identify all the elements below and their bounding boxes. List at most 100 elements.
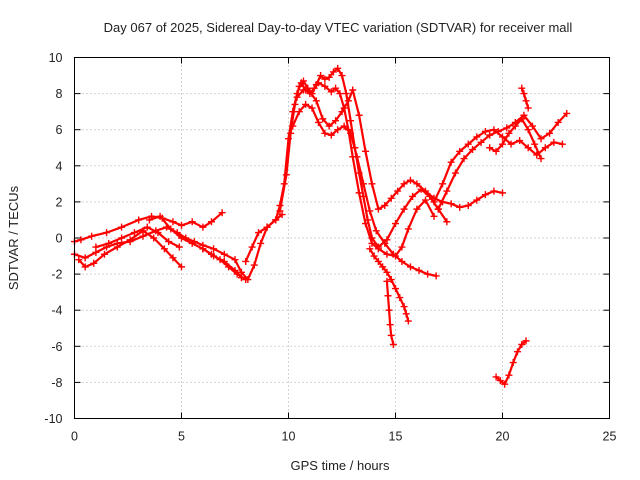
data-point-marker: [359, 180, 367, 188]
x-tick-label: 25: [603, 430, 617, 444]
data-point-marker: [143, 223, 151, 231]
data-point-marker: [126, 236, 134, 244]
data-point-marker: [424, 270, 432, 278]
data-point-marker: [353, 153, 361, 161]
axis-ticks: [74, 57, 610, 419]
data-point-marker: [392, 220, 399, 228]
series-line: [437, 112, 568, 211]
series-line: [148, 215, 243, 279]
data-point-marker: [242, 257, 250, 265]
data-point-marker: [355, 111, 363, 119]
data-point-marker: [499, 140, 506, 148]
data-point-marker: [404, 317, 412, 325]
y-tick-label: 4: [56, 159, 63, 173]
data-point-marker: [302, 100, 310, 108]
data-point-marker: [503, 124, 511, 132]
y-tick-label: 10: [49, 51, 63, 65]
data-point-marker: [524, 104, 532, 112]
y-tick-label: -10: [44, 412, 62, 426]
data-point-marker: [340, 122, 348, 130]
data-point-marker: [387, 331, 395, 339]
data-point-marker: [392, 285, 399, 293]
series-arc-13: [486, 115, 545, 163]
data-point-marker: [178, 221, 185, 229]
data-series: [71, 64, 571, 388]
y-tick-label: 2: [56, 195, 63, 209]
data-point-marker: [250, 261, 258, 269]
data-point-marker: [272, 216, 280, 224]
data-point-marker: [169, 254, 177, 262]
data-point-marker: [306, 88, 314, 96]
data-point-marker: [492, 373, 500, 381]
series-arc-15: [366, 245, 412, 325]
data-point-marker: [518, 84, 526, 92]
data-point-marker: [289, 122, 297, 130]
data-point-marker: [329, 68, 337, 76]
data-point-marker: [145, 216, 153, 224]
data-point-marker: [165, 238, 173, 246]
data-point-marker: [347, 129, 355, 137]
data-point-marker: [338, 72, 346, 80]
data-point-marker: [366, 207, 374, 215]
data-point-marker: [263, 223, 271, 231]
data-point-marker: [355, 189, 363, 197]
data-point-marker: [276, 207, 284, 215]
data-point-marker: [413, 205, 421, 213]
data-point-marker: [233, 270, 241, 278]
series-line: [201, 247, 247, 281]
data-point-marker: [473, 133, 481, 141]
data-point-marker: [188, 239, 196, 247]
data-point-marker: [490, 126, 498, 134]
data-point-marker: [413, 180, 421, 188]
data-point-marker: [218, 209, 226, 217]
data-point-marker: [88, 232, 96, 240]
data-point-marker: [486, 131, 494, 139]
data-point-marker: [477, 138, 485, 146]
data-point-marker: [518, 115, 526, 123]
data-point-marker: [456, 147, 464, 155]
data-point-marker: [387, 194, 395, 202]
data-point-marker: [207, 218, 215, 226]
series-arc-3: [75, 227, 185, 271]
data-point-marker: [400, 205, 408, 213]
data-point-marker: [368, 180, 376, 188]
data-point-marker: [531, 140, 539, 148]
data-point-marker: [312, 81, 320, 89]
data-point-marker: [334, 64, 342, 72]
data-point-marker: [537, 135, 545, 143]
data-point-marker: [257, 239, 265, 247]
data-point-marker: [389, 340, 397, 348]
data-point-marker: [167, 225, 175, 233]
data-point-marker: [383, 277, 391, 285]
series-arc-10: [293, 86, 506, 213]
data-point-marker: [332, 84, 340, 92]
data-point-marker: [325, 122, 333, 130]
data-point-marker: [511, 122, 519, 130]
y-tick-label: 8: [56, 87, 63, 101]
data-point-marker: [522, 337, 530, 345]
y-tick-label: -6: [51, 340, 62, 354]
y-tick-label: 6: [56, 123, 63, 137]
data-point-marker: [362, 147, 370, 155]
data-point-marker: [90, 259, 98, 267]
x-tick-label: 20: [496, 430, 510, 444]
data-point-marker: [451, 169, 459, 177]
data-point-marker: [282, 171, 290, 179]
data-point-marker: [334, 126, 342, 134]
series-arc-17: [492, 337, 530, 388]
data-point-marker: [130, 229, 138, 237]
data-point-marker: [368, 234, 376, 242]
data-point-marker: [505, 129, 513, 137]
data-point-marker: [293, 93, 301, 101]
data-point-marker: [321, 129, 329, 137]
data-point-marker: [456, 203, 464, 211]
data-point-marker: [528, 122, 536, 130]
data-point-marker: [154, 229, 162, 237]
data-point-marker: [175, 243, 183, 251]
data-point-marker: [383, 250, 391, 258]
data-point-marker: [398, 243, 406, 251]
data-point-marker: [372, 227, 380, 235]
series-line: [520, 87, 530, 110]
data-point-marker: [481, 191, 489, 199]
